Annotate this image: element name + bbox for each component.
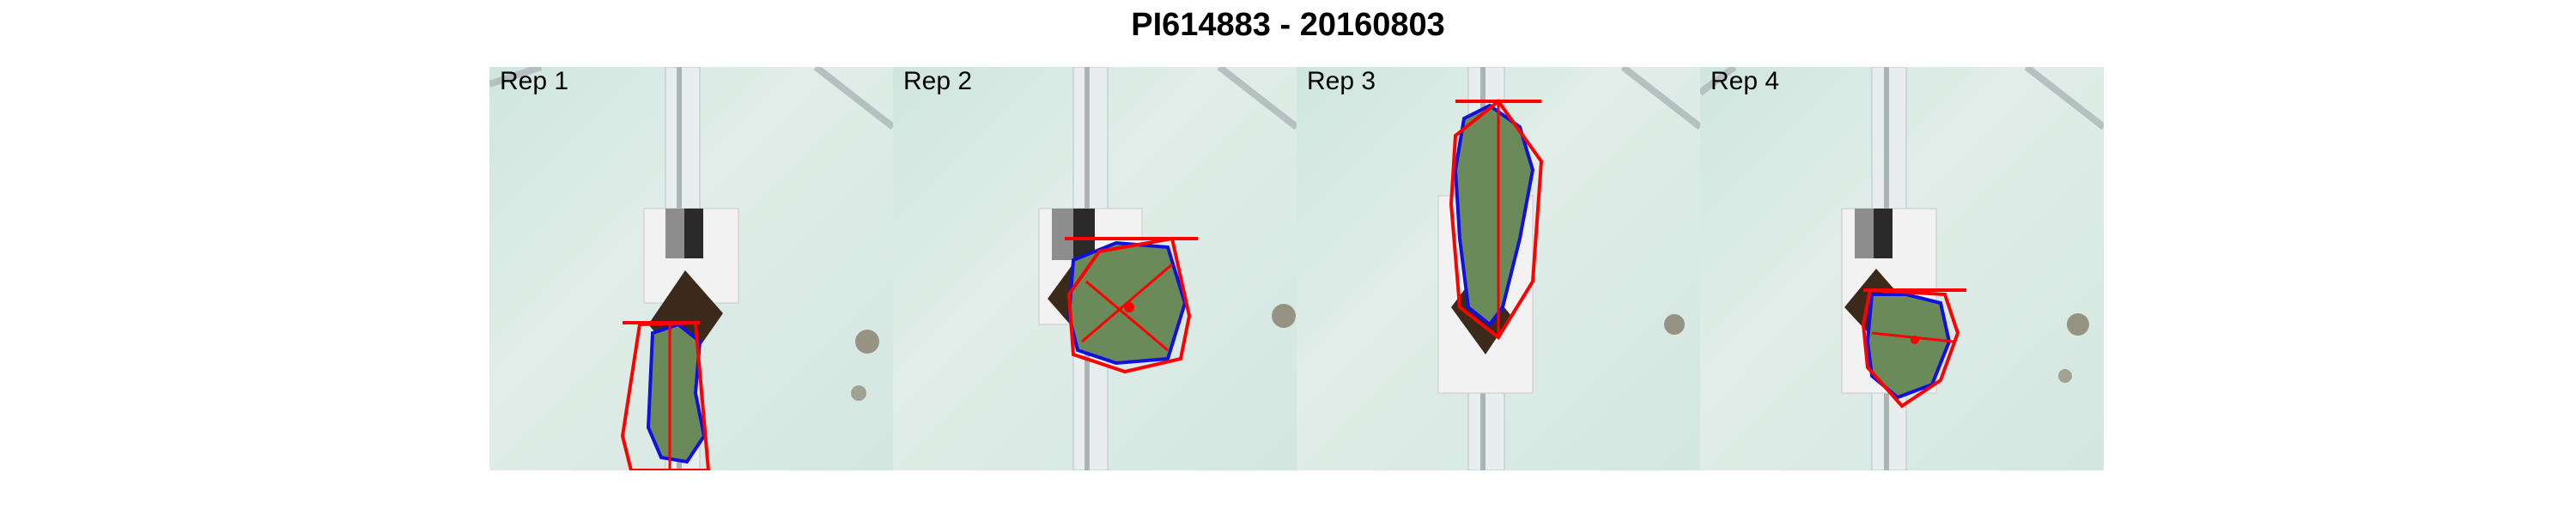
rep-label: Rep 2 [903,67,973,95]
rep-label: Rep 4 [1710,67,1780,95]
convex-hull [1861,288,1960,409]
rep-1-scene [489,67,893,470]
plant-outline [646,322,707,464]
rep-panels: Rep 1 Rep 2 [489,67,2104,470]
convex-hull [1449,99,1544,340]
rep-label: Rep 3 [1307,67,1376,95]
rep-3-scene [1437,67,1700,470]
rep-4-image: Rep 4 [1700,67,2104,470]
figure-title: PI614883 - 20160803 [1131,7,1445,43]
rep-label: Rep 1 [500,67,569,95]
rep-2-image: Rep 2 [893,67,1297,470]
convex-hull [1066,236,1192,374]
rep-3-image: Rep 3 [1297,67,1700,470]
rep-4-scene [1700,67,2104,470]
rep-2-scene [1038,67,1297,470]
rep-1-image: Rep 1 [489,67,893,470]
